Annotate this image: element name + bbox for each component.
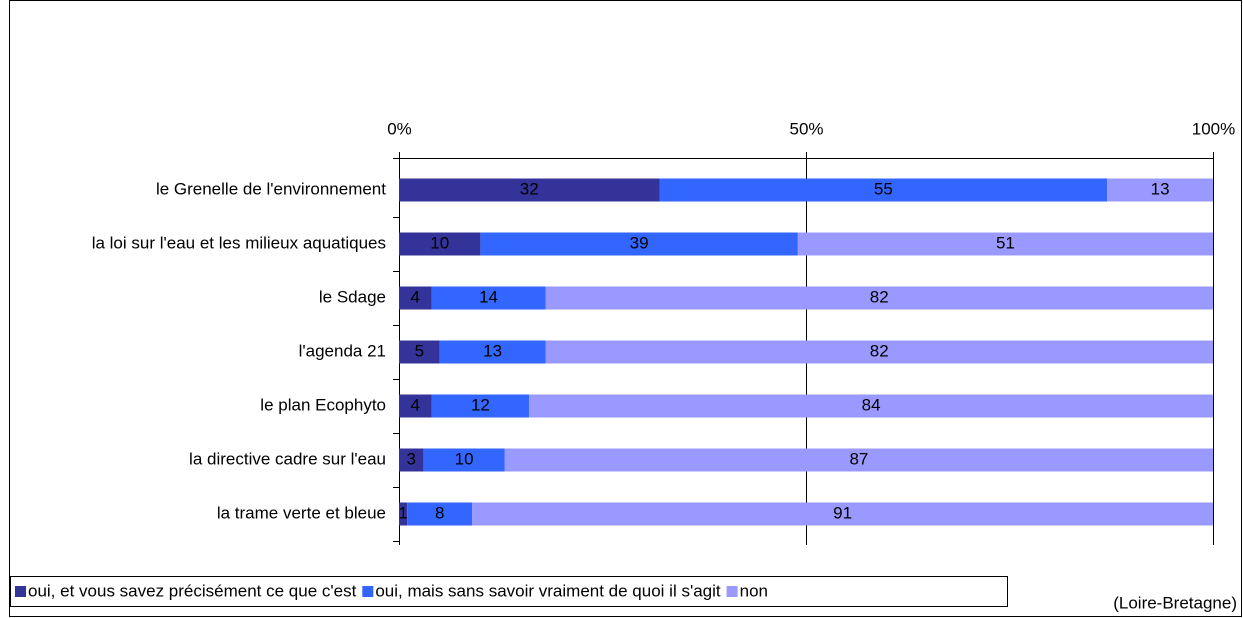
data-label: 55 (874, 179, 893, 198)
legend-label: oui, et vous savez précisément ce que c'… (28, 581, 357, 600)
data-label: 4 (411, 287, 420, 306)
data-label: 1 (398, 503, 407, 522)
legend-swatch (362, 586, 374, 597)
y-tick-label: la loi sur l'eau et les milieux aquatiqu… (92, 233, 386, 252)
bar-segment (797, 232, 1213, 256)
data-label: 91 (833, 503, 852, 522)
bar-segment (472, 502, 1213, 526)
bar-segment (399, 286, 432, 310)
bar-segment (439, 340, 546, 364)
bar-segment (431, 394, 530, 418)
bar-segment (545, 340, 1213, 364)
legend-box (10, 576, 1008, 607)
data-label: 13 (1151, 179, 1170, 198)
data-label: 10 (430, 233, 449, 252)
bar-segment (399, 178, 660, 202)
bar-segment (399, 340, 440, 364)
y-tick-label: la trame verte et bleue (217, 503, 386, 522)
data-label: 82 (870, 287, 889, 306)
bar-segment (399, 394, 432, 418)
bar-segment (399, 502, 408, 526)
bar-segment (545, 286, 1213, 310)
legend-swatch (15, 586, 26, 597)
y-tick-label: le Grenelle de l'environnement (156, 179, 386, 198)
bar-segment (407, 502, 473, 526)
bar-segment (399, 232, 481, 256)
legend-label: non (740, 581, 768, 600)
data-label: 32 (520, 179, 539, 198)
data-label: 84 (862, 395, 881, 414)
data-label: 13 (483, 341, 502, 360)
chart-border (9, 0, 1242, 617)
x-tick-label: 100% (1192, 119, 1235, 138)
bar-segment (480, 232, 798, 256)
x-tick-label: 0% (387, 119, 412, 138)
note: (Loire-Bretagne) (1113, 593, 1237, 612)
y-tick-label: l'agenda 21 (299, 341, 386, 360)
bar-segment (659, 178, 1108, 202)
data-label: 5 (415, 341, 424, 360)
data-label: 8 (435, 503, 444, 522)
y-tick-label: le Sdage (319, 287, 386, 306)
data-label: 82 (870, 341, 889, 360)
data-label: 4 (411, 395, 420, 414)
legend-label: oui, mais sans savoir vraiment de quoi i… (375, 581, 721, 600)
data-label: 39 (630, 233, 649, 252)
y-tick-label: la directive cadre sur l'eau (189, 449, 386, 468)
legend-swatch (726, 586, 738, 597)
data-label: 51 (996, 233, 1015, 252)
data-label: 12 (471, 395, 490, 414)
bar-segment (1107, 178, 1213, 202)
bar-segment (529, 394, 1213, 418)
x-tick-label: 50% (789, 119, 823, 138)
bar-segment (399, 448, 424, 472)
y-tick-label: le plan Ecophyto (260, 395, 386, 414)
data-label: 10 (455, 449, 474, 468)
data-label: 87 (849, 449, 868, 468)
bar-segment (423, 448, 505, 472)
data-label: 14 (479, 287, 498, 306)
bar-segment (504, 448, 1213, 472)
bar-segment (431, 286, 546, 310)
data-label: 3 (406, 449, 415, 468)
